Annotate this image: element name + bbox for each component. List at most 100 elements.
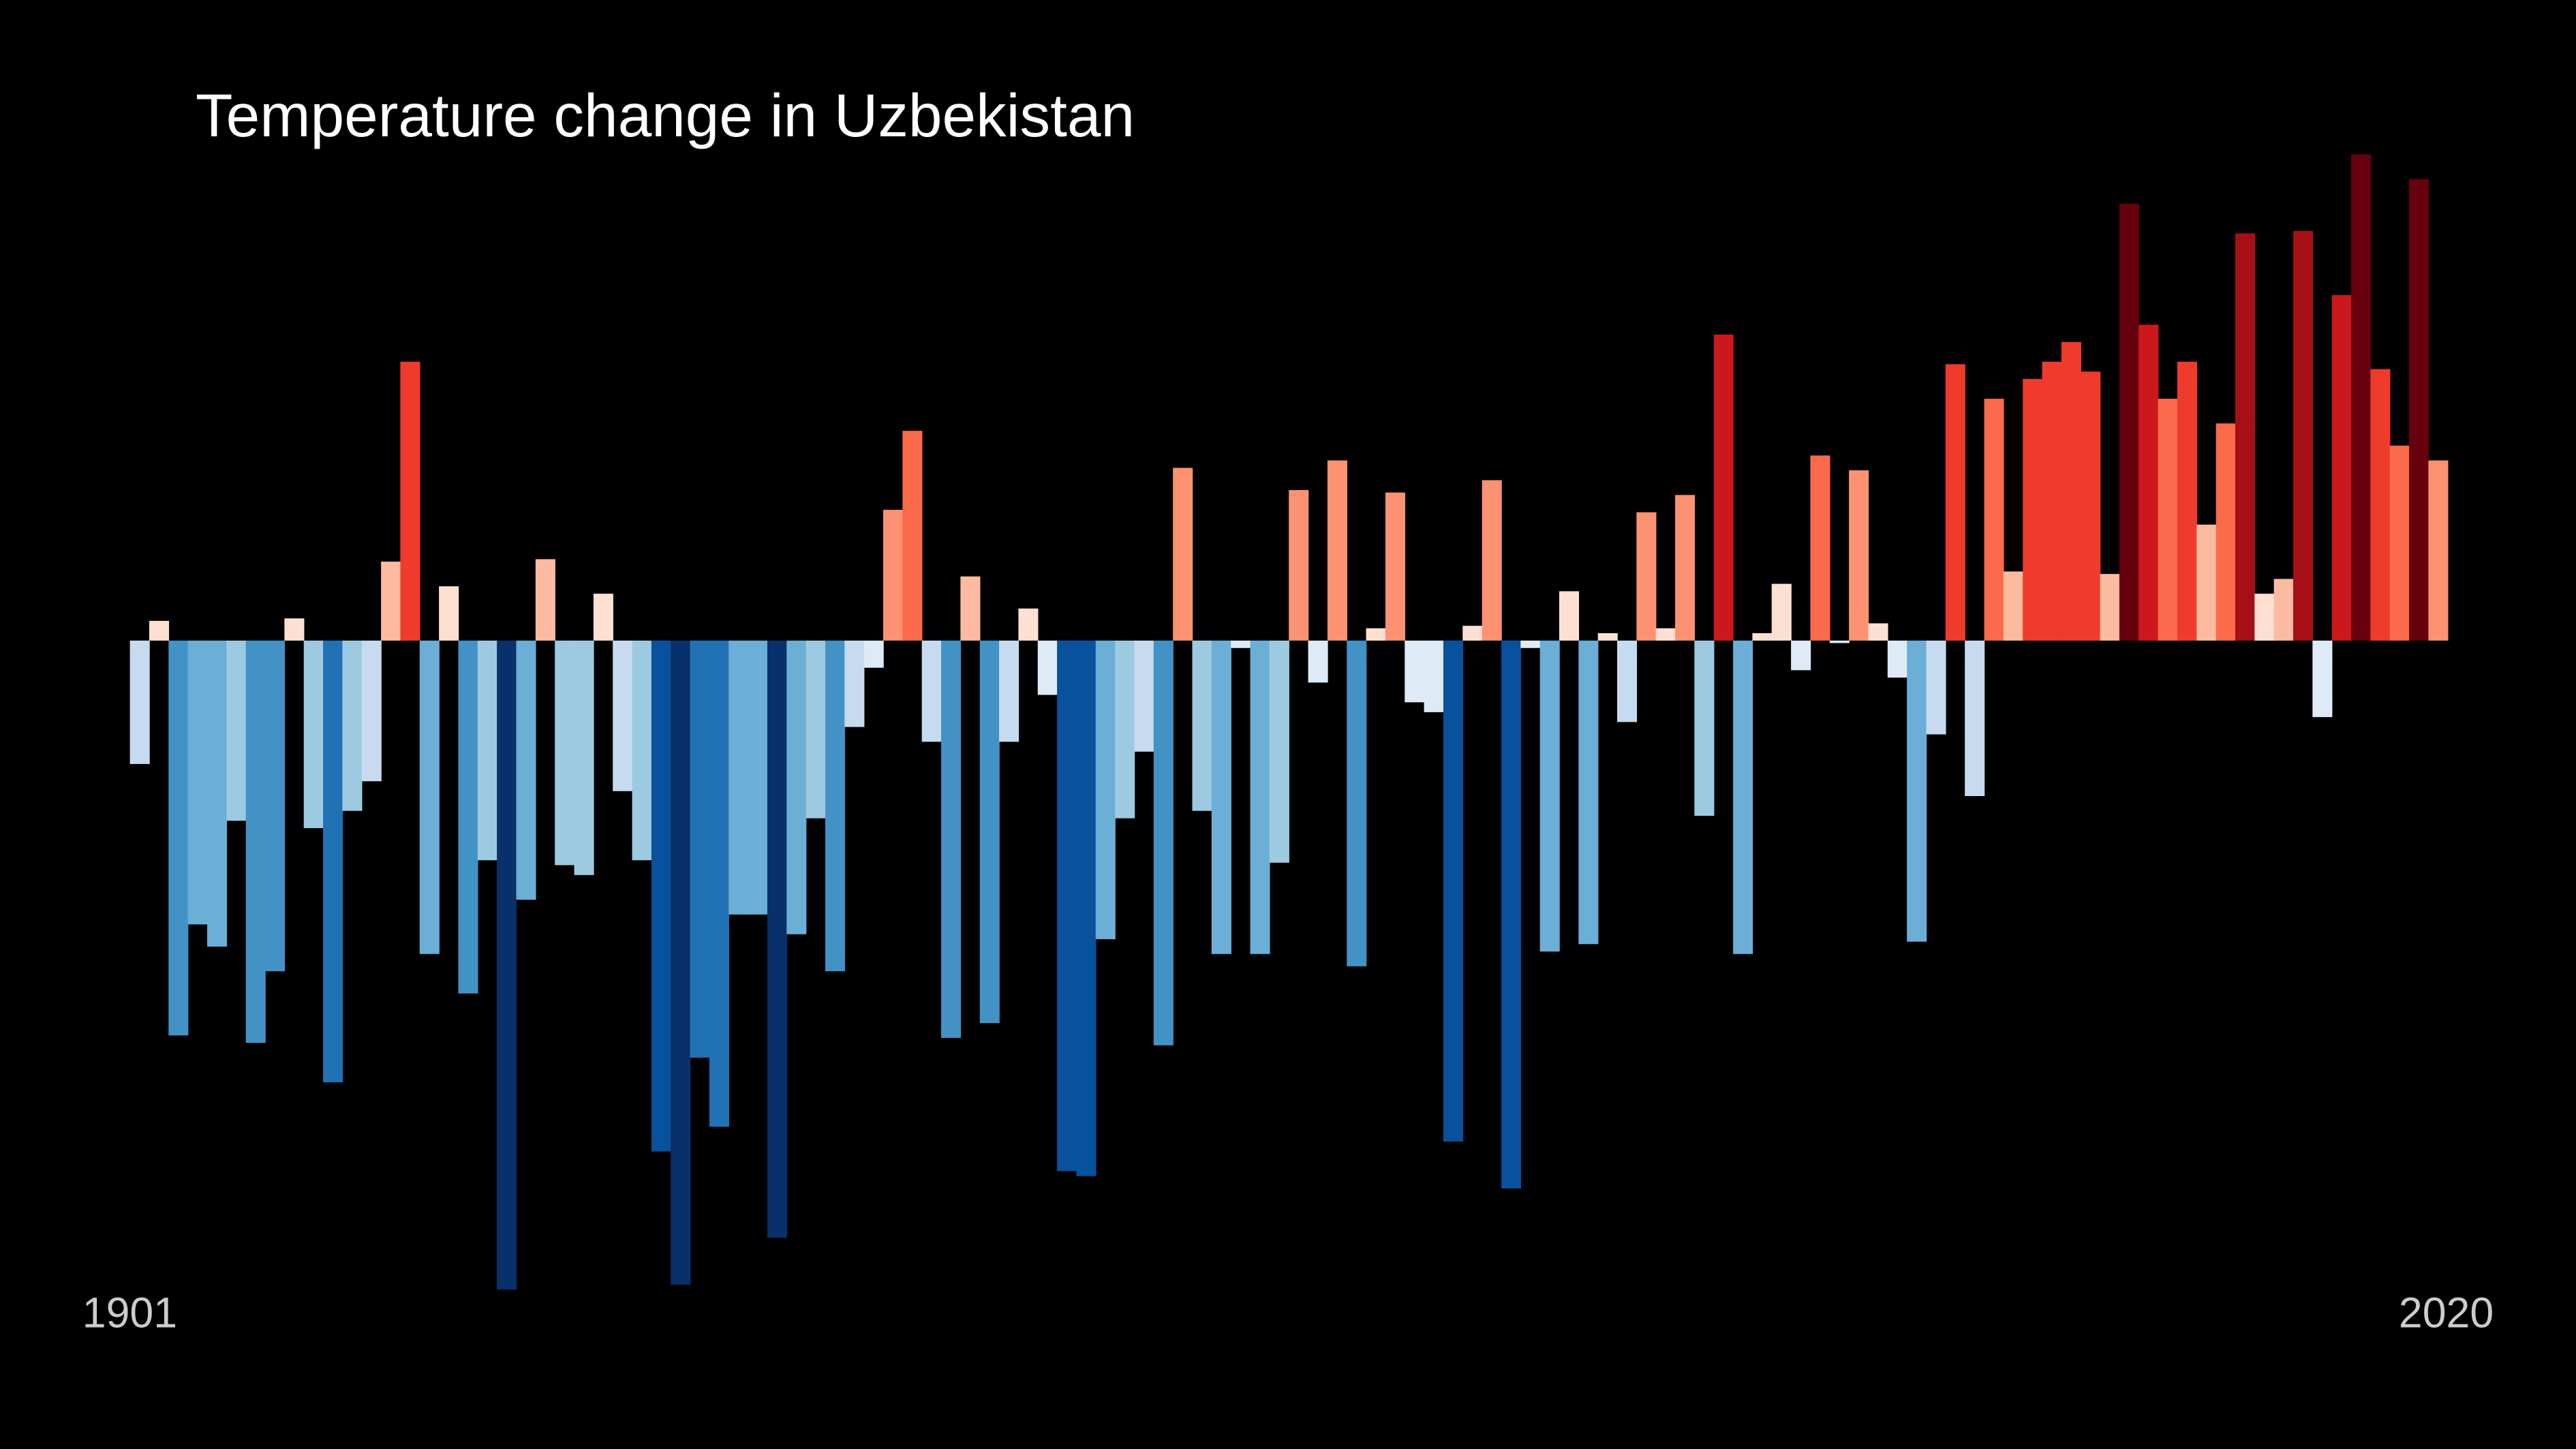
bar [999,640,1019,742]
bar [1617,640,1638,722]
bar [1134,640,1154,752]
bar [1385,492,1405,641]
bar [1057,640,1077,1172]
bar [2061,341,2081,641]
bar [574,640,594,875]
bar [786,640,807,934]
bar [1597,633,1618,641]
bar [2042,361,2062,641]
bar [729,640,749,915]
bar [226,640,247,821]
bar [2273,579,2294,641]
bar [2100,574,2120,641]
bar [1115,640,1135,819]
bar [361,640,382,782]
bar [690,640,710,1058]
bar [1424,640,1444,712]
bar [1308,640,1328,683]
bar [902,431,923,641]
bar [2235,233,2256,641]
bar [1231,640,1251,648]
bar [1636,512,1657,641]
bar [825,640,846,972]
bar [1578,640,1599,945]
x-labels: 1901 2020 [82,1290,2494,1337]
bar [748,640,768,915]
bar [129,640,150,764]
bar [1810,455,1830,641]
bar [381,562,401,641]
bar [284,618,305,641]
bar [2138,324,2159,641]
bar [1752,633,1773,641]
bar [497,640,517,1290]
bar [2254,594,2275,641]
bar [1559,591,1580,641]
bar [1539,640,1560,952]
bar [941,640,962,1038]
bar [1366,628,1386,641]
bar [2119,203,2140,641]
bar [535,559,555,641]
bars [129,154,2449,1290]
bar [168,640,189,1036]
bar [1037,640,1058,695]
bar [477,640,497,861]
bar [323,640,343,1083]
bar [613,640,633,791]
bar [1829,640,1850,643]
bar [1907,640,1927,942]
bar [709,640,729,1127]
bar [2370,369,2391,641]
bar [767,640,788,1238]
bar [303,640,324,829]
bar [2081,371,2101,641]
bar [1192,640,1212,811]
bar [2177,361,2198,641]
bar [1347,640,1367,966]
bar [1443,640,1464,1142]
bar [651,640,671,1152]
bar [2409,179,2429,641]
bar [400,361,420,641]
bar [1095,640,1116,940]
bar [265,640,286,972]
bar [1153,640,1174,1046]
bar [1018,608,1039,641]
bar [1887,640,1907,678]
bar [1327,460,1347,641]
bar [844,640,865,727]
bar [516,640,536,900]
bar [806,640,826,819]
bar [207,640,228,947]
x-tick-label: 2020 [2399,1290,2494,1337]
bar [1849,470,1869,641]
bar [1076,640,1097,1176]
chart-title: Temperature change in Uzbekistan [196,81,1135,149]
bar [342,640,363,811]
bar [960,576,981,641]
bar [1675,495,1696,641]
bar [1405,640,1425,703]
bar [1694,640,1715,816]
bar [245,640,266,1043]
bar [1250,640,1270,954]
bar [979,640,1000,1024]
x-tick-label: 1901 [82,1290,177,1337]
bar [1868,623,1888,641]
bar [883,509,904,641]
bar [2428,460,2449,641]
bar [1791,640,1811,671]
bar [2023,379,2043,641]
bar [1462,626,1483,641]
bar [555,640,575,866]
bar [187,640,208,925]
bar [1771,583,1792,641]
bar [1733,640,1753,954]
bar [439,586,459,641]
bar [2351,154,2372,641]
bar [1173,468,1193,641]
bar [1269,640,1289,863]
bar [2196,524,2217,641]
